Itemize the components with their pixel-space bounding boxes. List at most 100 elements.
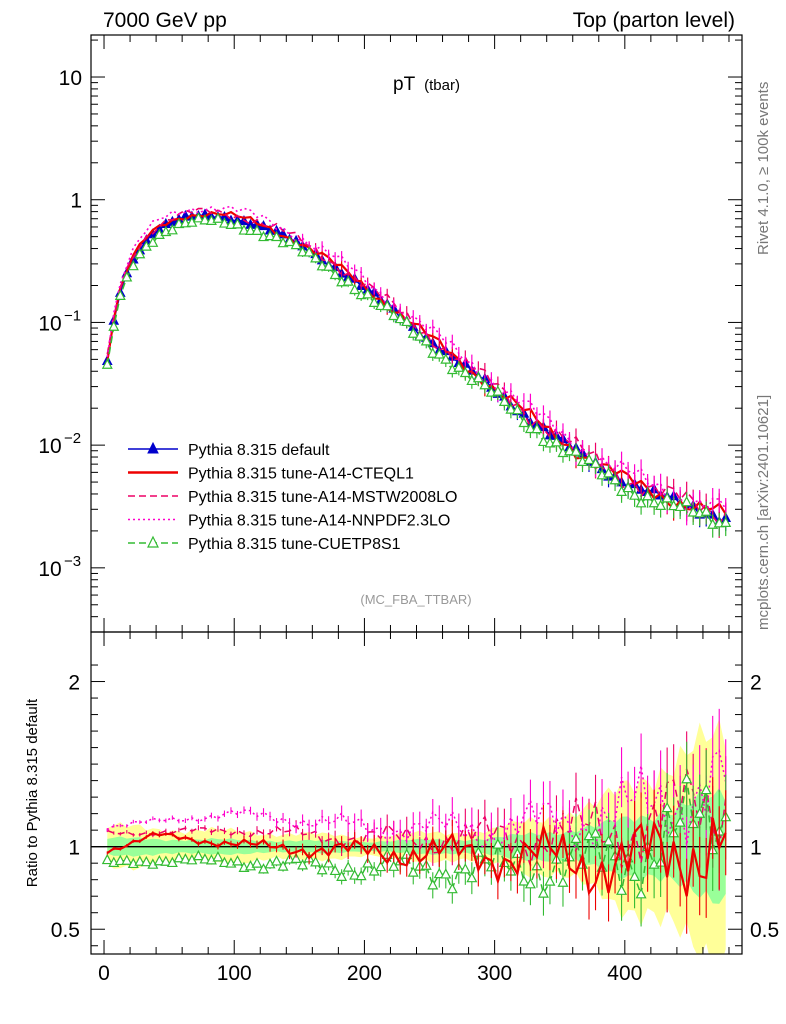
ratio-series-layer	[91, 708, 742, 954]
main-point-cuetp	[479, 378, 491, 390]
main-point-cuetp	[284, 235, 296, 247]
legend-label-mstw: Pythia 8.315 tune-A14-MSTW2008LO	[188, 489, 457, 506]
main-ytick-label: 10	[38, 558, 61, 581]
mcplots-label: mcplots.cern.ch [arXiv:2401.10621]	[755, 395, 772, 630]
main-point-cuetp	[511, 403, 523, 415]
main-point-cuetp	[505, 403, 517, 414]
main-point-cuetp	[603, 467, 615, 478]
main-point-cuetp	[622, 481, 634, 493]
legend-item-cteql1: Pythia 8.315 tune-A14-CTEQL1	[128, 466, 414, 483]
ratio-point-cuetp	[694, 807, 706, 818]
main-point-cuetp	[127, 259, 139, 271]
main-point-cuetp	[537, 435, 549, 447]
main-point-cuetp	[420, 335, 432, 346]
main-point-cuetp	[661, 492, 673, 503]
ratio-xtick-label: 200	[347, 962, 382, 985]
ratio-point-cuetp	[661, 801, 673, 813]
main-point-cuetp	[401, 315, 413, 327]
main-series-line-mstw	[106, 207, 727, 527]
main-point-cuetp	[349, 283, 361, 295]
header-left: 7000 GeV pp	[103, 9, 227, 32]
ratio-point-cuetp	[336, 870, 348, 881]
legend-item-cuetp: Pythia 8.315 tune-CUETP8S1	[128, 535, 401, 553]
ratio-point-cuetp	[342, 861, 354, 872]
ratio-point-cuetp	[101, 853, 113, 865]
ratio-point-cuetp	[121, 854, 133, 865]
ratio-point-cuetp	[173, 851, 185, 863]
ratio-point-cuetp	[635, 888, 647, 899]
ratio-point-cuetp	[277, 860, 289, 871]
main-point-cuetp	[453, 361, 465, 372]
main-point-cuetp	[700, 505, 712, 516]
chart-title: pT (tbar)	[393, 74, 460, 95]
ratio-point-cuetp	[153, 854, 165, 866]
main-point-cuetp	[368, 296, 380, 307]
ratio-point-cuetp	[212, 851, 224, 862]
ratio-xtick-label: 100	[217, 962, 252, 985]
ratio-point-cuetp	[323, 857, 335, 868]
ratio-point-cuetp	[518, 875, 530, 886]
main-ytick-label: 10	[59, 67, 82, 90]
ratio-point-cuetp	[375, 860, 387, 872]
main-point-cuetp	[518, 416, 530, 428]
main-ytick-exponent: −1	[64, 307, 81, 324]
main-point-cuetp	[394, 312, 406, 324]
main-point-cuetp	[381, 299, 393, 311]
ratio-point-cuetp	[231, 855, 243, 866]
ratio-point-cuetp	[466, 871, 478, 883]
legend-label-cteql1: Pythia 8.315 tune-A14-CTEQL1	[188, 466, 414, 483]
ratio-panel: 0.5 0.5 1 1 2 2 0 100 200 300 400 Ratio to Pythia …	[24, 631, 779, 985]
ratio-point-cuetp	[310, 856, 322, 867]
ratio-point-cuetp	[557, 876, 569, 887]
main-point-cuetp	[101, 358, 113, 369]
main-point-cuetp	[681, 495, 693, 507]
main-point-cuetp	[303, 246, 315, 257]
main-point-cuetp	[407, 327, 419, 338]
main-series-layer	[101, 205, 732, 538]
main-point-cuetp	[570, 445, 582, 456]
chart-title-sub: (tbar)	[424, 77, 460, 94]
main-point-cuetp	[231, 218, 243, 229]
ratio-point-cuetp	[537, 887, 549, 898]
ratio-point-cuetp	[349, 869, 361, 880]
main-point-cuetp	[635, 497, 647, 508]
ratio-point-cuetp	[440, 868, 452, 879]
ratio-band-yellow	[107, 718, 726, 954]
ratio-point-cuetp	[290, 852, 302, 863]
main-point-cuetp	[388, 309, 400, 321]
main-point-cuetp	[590, 457, 602, 468]
main-point-cuetp	[362, 288, 374, 299]
main-point-cuetp	[563, 444, 575, 456]
rivet-label: Rivet 4.1.0, ≥ 100k events	[755, 82, 772, 255]
main-point-cuetp	[310, 252, 322, 263]
main-ytick-exponent: −3	[64, 553, 81, 570]
ratio-xtick-label: 400	[607, 962, 642, 985]
legend-item-default: Pythia 8.315 default	[128, 441, 330, 459]
main-point-cuetp	[297, 246, 309, 257]
legend-label-cuetp: Pythia 8.315 tune-CUETP8S1	[188, 536, 401, 553]
main-ytick-label: 1	[70, 190, 82, 213]
ratio-point-cuetp	[140, 855, 152, 867]
ratio-point-cuetp	[681, 772, 693, 784]
legend-item-nnpdf: Pythia 8.315 tune-A14-NNPDF2.3LO	[128, 513, 450, 530]
ratio-point-cuetp	[388, 860, 400, 871]
main-point-cuetp	[550, 436, 562, 447]
main-point-cuetp	[316, 260, 328, 271]
ratio-point-cuetp	[492, 838, 504, 849]
main-point-cuetp	[609, 473, 621, 485]
ratio-series-line-mstw	[107, 768, 727, 869]
ratio-point-cuetp	[544, 875, 556, 886]
ratio-point-cuetp	[199, 853, 211, 864]
main-point-cuetp	[329, 268, 341, 280]
ratio-clipped	[91, 708, 742, 954]
ratio-point-cuetp	[192, 849, 204, 861]
ratio-point-cuetp	[700, 783, 712, 795]
legend-marker-default	[147, 441, 159, 454]
ratio-point-cuetp	[590, 827, 602, 838]
main-point-cuetp	[121, 271, 133, 282]
ratio-point-cuetp	[407, 866, 419, 877]
main-point-cuetp	[166, 224, 178, 235]
